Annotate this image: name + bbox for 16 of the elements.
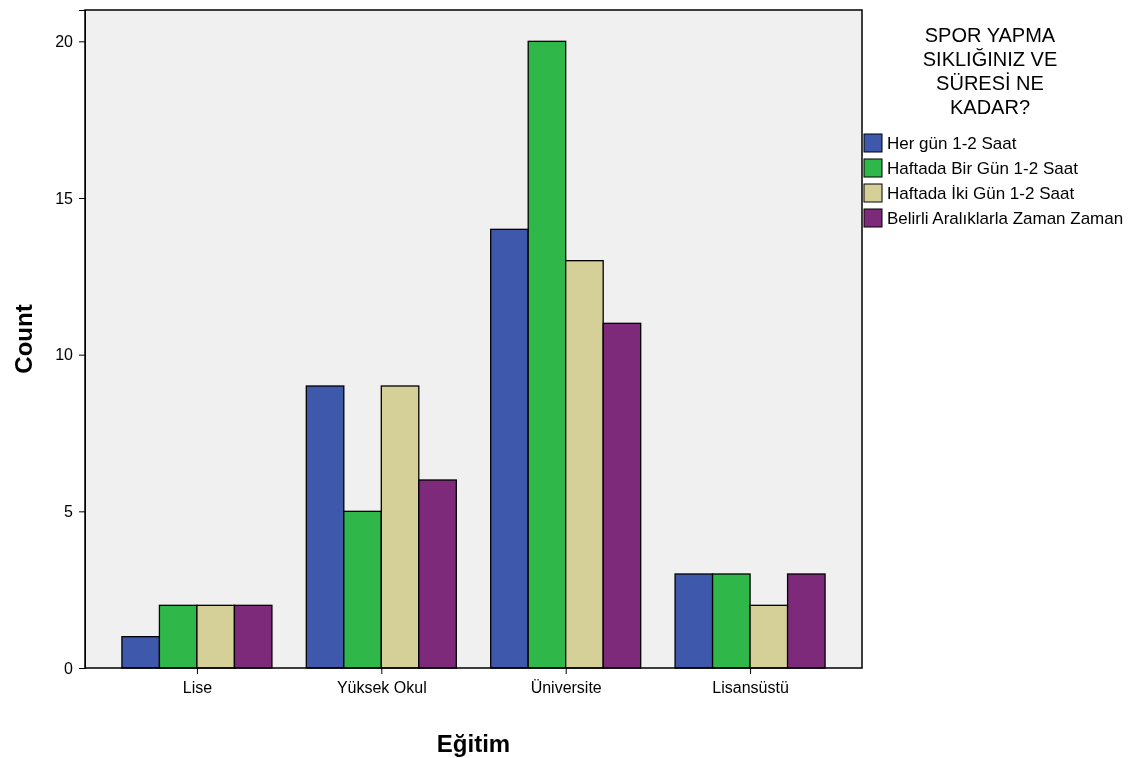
legend-label: Her gün 1-2 Saat [887, 134, 1017, 153]
x-tick-label: Yüksek Okul [336, 679, 427, 697]
y-tick-label: 10 [55, 346, 74, 364]
legend-title: SPOR YAPMA SIKLIĞINIZ VE SÜRESİ NE KADAR? [922, 24, 1058, 118]
y-tick-label: 0 [64, 659, 74, 677]
x-tick-label: Üniversite [530, 679, 602, 697]
y-tick-label: 15 [55, 189, 74, 207]
x-tick-label: Lisansüstü [712, 679, 789, 697]
legend-label: Haftada İki Gün 1-2 Saat [887, 184, 1075, 203]
x-axis-title: Eğitim [436, 730, 511, 757]
y-tick-label: 5 [64, 502, 74, 520]
legend-label: Belirli Aralıklarla Zaman Zaman [887, 209, 1124, 228]
x-tick-label: Lise [182, 679, 213, 697]
legend-label: Haftada Bir Gün 1-2 Saat [887, 159, 1079, 178]
y-axis-title: Count [10, 304, 37, 374]
y-tick-label: 20 [55, 32, 74, 50]
